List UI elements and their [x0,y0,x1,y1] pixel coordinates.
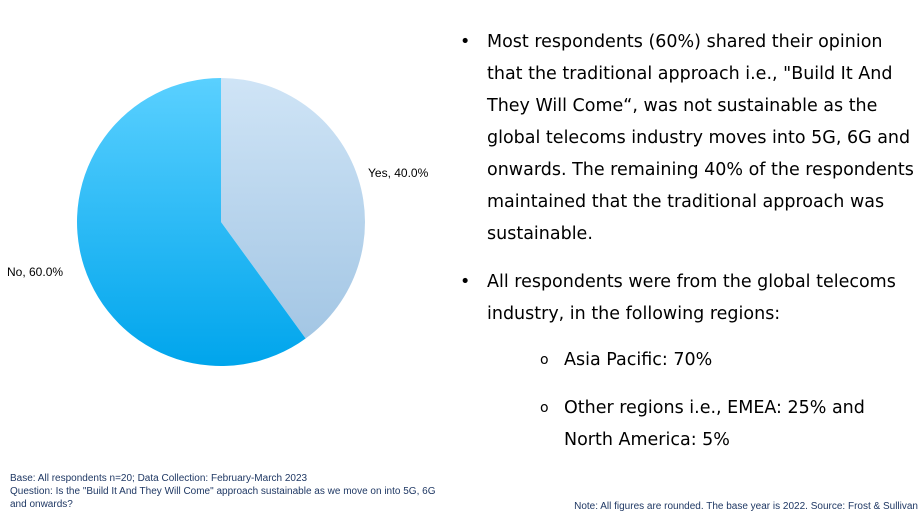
slice-label-yes: Yes, 40.0% [368,166,429,180]
bullet-glyph: • [460,272,471,292]
sub-bullet-item: o Asia Pacific: 70% [516,344,918,376]
sub-bullet-glyph: o [540,352,549,368]
pie-slice-yes [221,78,366,339]
sub-bullet-text: Other regions i.e., EMEA: 25% and North … [564,398,865,450]
footnote-base: Base: All respondents n=20; Data Collect… [10,473,308,484]
sub-bullet-item: o Other regions i.e., EMEA: 25% and Nort… [516,392,918,456]
footnote-note: Note: All figures are rounded. The base … [574,501,918,512]
bullet-glyph: • [460,32,471,52]
footnote-base-question: Base: All respondents n=20; Data Collect… [10,472,450,511]
footnote-question: Question: Is the "Build It And They Will… [10,486,436,510]
sub-bullet-list: o Asia Pacific: 70% o Other regions i.e.… [487,344,918,456]
summary-bullets: • Most respondents (60%) shared their op… [458,26,918,456]
pie-slice-no [77,78,306,366]
bullet-text: Most respondents (60%) shared their opin… [487,32,914,244]
sub-bullet-glyph: o [540,400,549,416]
pie-chart: Yes, 40.0% No, 60.0% [7,78,429,366]
sub-bullet-text: Asia Pacific: 70% [564,350,713,370]
slice-label-no: No, 60.0% [7,265,63,279]
bullet-item: • All respondents were from the global t… [458,266,918,456]
bullet-item: • Most respondents (60%) shared their op… [458,26,918,250]
bullet-text: All respondents were from the global tel… [487,272,896,324]
